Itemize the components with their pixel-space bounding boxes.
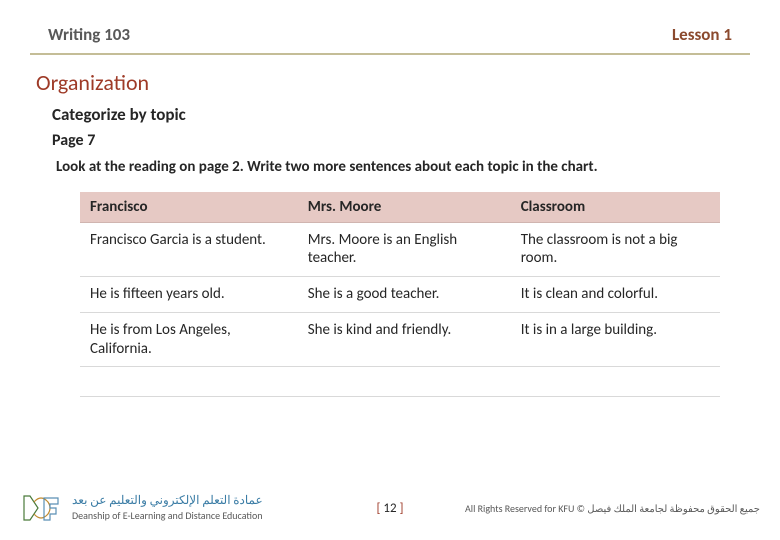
- topic-chart: Francisco Mrs. Moore Classroom Francisco…: [80, 192, 720, 398]
- section-subtitle: Categorize by topic: [0, 104, 780, 131]
- table-row: Francisco Garcia is a student. Mrs. Moor…: [80, 222, 720, 277]
- table-cell: It is clean and colorful.: [511, 277, 720, 313]
- rights-english: All Rights Reserved for KFU ©: [465, 502, 585, 515]
- col-header: Francisco: [80, 192, 298, 223]
- col-header: Mrs. Moore: [298, 192, 511, 223]
- table-cell-empty: [298, 367, 511, 397]
- kfu-logo-icon: [20, 490, 62, 526]
- table-row: He is fifteen years old. She is a good t…: [80, 277, 720, 313]
- table-cell: Mrs. Moore is an English teacher.: [298, 222, 511, 277]
- table-header-row: Francisco Mrs. Moore Classroom: [80, 192, 720, 223]
- course-title: Writing 103: [48, 24, 130, 45]
- page-reference: Page 7: [0, 131, 780, 158]
- table-cell-empty: [511, 367, 720, 397]
- page-number-block: [ 12 ]: [376, 501, 403, 516]
- table-cell-empty: [80, 367, 298, 397]
- instruction-text: Look at the reading on page 2. Write two…: [0, 158, 780, 192]
- slide-header: Writing 103 Lesson 1: [0, 0, 780, 55]
- section-title: Organization: [0, 55, 780, 104]
- header-divider: [30, 53, 750, 55]
- footer-left: عمادة التعلم الإلكتروني والتعليم عن بعد …: [20, 490, 263, 526]
- lesson-label: Lesson 1: [672, 24, 732, 45]
- table-cell: The classroom is not a big room.: [511, 222, 720, 277]
- table-cell: Francisco Garcia is a student.: [80, 222, 298, 277]
- col-header: Classroom: [511, 192, 720, 223]
- table-cell: He is fifteen years old.: [80, 277, 298, 313]
- table-row: He is from Los Angeles, California. She …: [80, 312, 720, 367]
- table-row-empty: [80, 367, 720, 397]
- deanship-english: Deanship of E-Learning and Distance Educ…: [72, 509, 263, 522]
- rights-arabic: جميع الحقوق محفوظة لجامعة الملك فيصل: [587, 502, 760, 515]
- deanship-block: عمادة التعلم الإلكتروني والتعليم عن بعد …: [72, 494, 263, 523]
- table-cell: He is from Los Angeles, California.: [80, 312, 298, 367]
- rights-block: All Rights Reserved for KFU © جميع الحقو…: [465, 502, 760, 515]
- table-cell: She is kind and friendly.: [298, 312, 511, 367]
- table-cell: She is a good teacher.: [298, 277, 511, 313]
- table-cell: It is in a large building.: [511, 312, 720, 367]
- deanship-arabic: عمادة التعلم الإلكتروني والتعليم عن بعد: [72, 494, 263, 510]
- bracket-close: ]: [400, 501, 404, 516]
- bracket-open: [: [376, 501, 380, 516]
- slide-footer: عمادة التعلم الإلكتروني والتعليم عن بعد …: [0, 482, 780, 540]
- page-number: 12: [383, 501, 396, 516]
